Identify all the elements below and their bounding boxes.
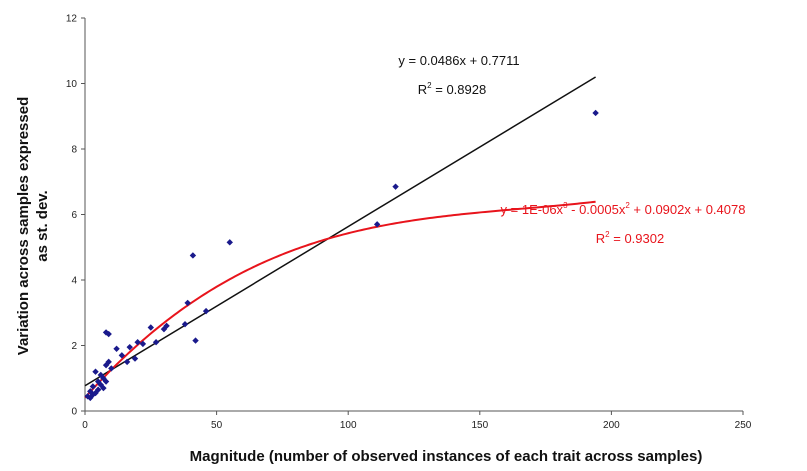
data-point [118,352,126,359]
data-point [192,337,199,344]
axes [81,17,744,415]
data-point [123,358,131,366]
data-point [113,345,120,352]
data-points [84,109,599,402]
data-point [139,340,147,348]
tick-labels: 0 50 100 150 200 250 0 2 4 6 8 10 12 [66,14,752,432]
y-tick-label: 12 [66,14,78,25]
data-point [189,252,197,259]
y-tick-label: 8 [71,145,77,156]
data-point [184,299,191,307]
x-axis-title: Magnitude (number of observed instances … [190,448,703,465]
data-point [202,307,210,315]
data-point [100,384,107,392]
data-point [89,383,97,390]
data-point [163,322,170,330]
x-tick-label: 250 [735,420,752,431]
x-tick-label: 200 [603,420,620,431]
data-point [131,355,139,362]
data-point [392,183,399,190]
cubic-fit-equation: y = 1E-06x3 - 0.0005x2 + 0.0902x + 0.407… [501,201,746,217]
y-axis-title: Variation across samples expressed as st… [15,97,51,355]
linear-fit-r2: R2 = 0.8928 [418,81,486,97]
y-tick-label: 4 [71,276,77,287]
data-point [134,339,141,346]
data-point [102,378,110,385]
data-point [592,109,599,117]
data-point [147,324,154,331]
x-tick-label: 50 [211,420,223,431]
y-tick-label: 2 [71,341,77,352]
y-tick-label: 10 [66,79,78,90]
cubic-fit-r2: R2 = 0.9302 [596,230,664,246]
cubic-trendline [84,200,596,399]
data-point [152,339,160,346]
data-point [373,221,381,228]
data-point [94,386,102,393]
data-point [105,330,112,338]
data-point [92,368,99,375]
linear-fit-equation: y = 0.0486x + 0.7711 [398,53,519,68]
x-tick-label: 100 [340,420,357,431]
y-axis-title-line2: as st. dev. [34,190,51,261]
y-tick-label: 0 [71,407,77,418]
trendlines [84,76,596,399]
x-tick-label: 0 [82,420,88,431]
y-axis-title-line1: Variation across samples expressed [15,97,32,355]
data-point [108,365,115,372]
x-tick-label: 150 [471,420,488,431]
y-tick-label: 6 [71,210,77,221]
linear-trendline [84,76,596,387]
data-point [126,343,133,351]
data-point [181,321,189,328]
data-point [105,358,112,366]
data-point [226,239,233,246]
